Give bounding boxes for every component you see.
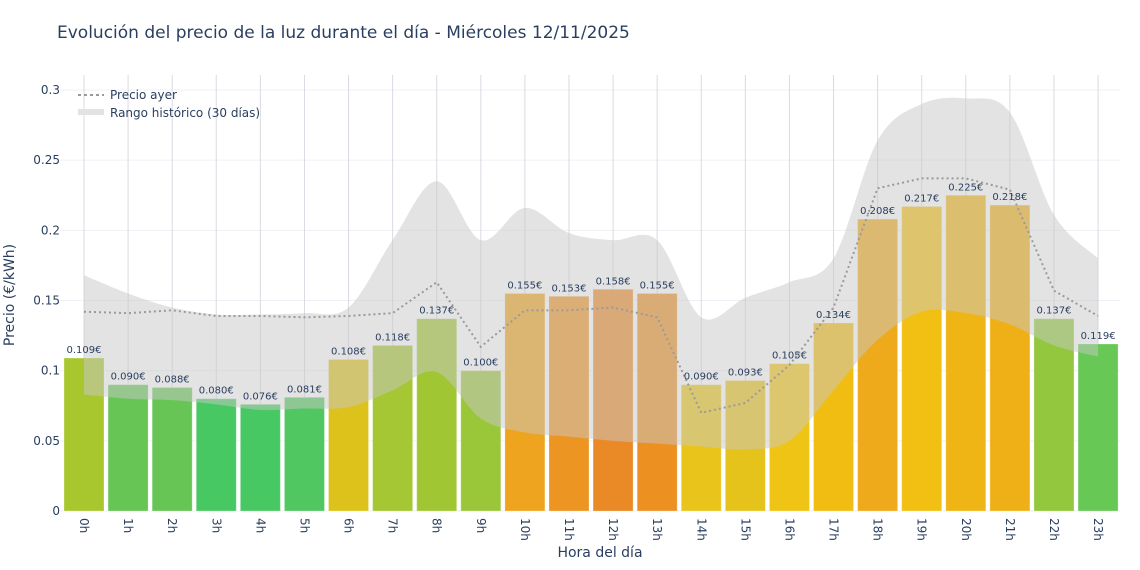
x-tick-label: 3h [209, 518, 223, 533]
bar-value-label: 0.088€ [155, 375, 190, 386]
bar-value-label: 0.225€ [948, 182, 983, 193]
bar-value-label: 0.119€ [1081, 331, 1116, 342]
price-bar [283, 396, 325, 512]
bar-value-label: 0.137€ [419, 306, 454, 317]
bar-value-label: 0.134€ [816, 310, 851, 321]
x-tick-label: 20h [959, 518, 973, 541]
legend-band-swatch [78, 109, 104, 115]
x-tick-label: 1h [121, 518, 135, 533]
x-tick-label: 18h [871, 518, 885, 541]
x-tick-label: 22h [1047, 518, 1061, 541]
y-tick-label: 0.25 [33, 153, 60, 167]
x-tick-label: 19h [915, 518, 929, 541]
y-tick-label: 0.05 [33, 434, 60, 448]
x-tick-label: 10h [518, 518, 532, 541]
price-bar [1077, 343, 1119, 512]
bar-value-label: 0.155€ [507, 280, 542, 291]
x-tick-label: 16h [782, 518, 796, 541]
bar-value-label: 0.081€ [287, 384, 322, 395]
bar-value-label: 0.153€ [551, 283, 586, 294]
bar-value-label: 0.093€ [728, 367, 763, 378]
bar-value-label: 0.158€ [596, 276, 631, 287]
price-bar [1033, 318, 1075, 512]
x-tick-label: 4h [253, 518, 267, 533]
x-axis-title: Hora del día [557, 545, 642, 561]
x-tick-label: 11h [562, 518, 576, 541]
bar-value-label: 0.217€ [904, 193, 939, 204]
chart-title: Evolución del precio de la luz durante e… [57, 23, 630, 43]
y-tick-label: 0.3 [41, 83, 60, 97]
bar-value-label: 0.090€ [111, 372, 146, 383]
x-tick-label: 21h [1003, 518, 1017, 541]
x-tick-label: 14h [694, 518, 708, 541]
bar-value-label: 0.137€ [1036, 306, 1071, 317]
x-tick-label: 23h [1091, 518, 1105, 541]
bar-value-label: 0.155€ [640, 280, 675, 291]
x-tick-label: 15h [738, 518, 752, 541]
x-tick-label: 6h [342, 518, 356, 533]
x-tick-label: 0h [77, 518, 91, 533]
bar-value-label: 0.090€ [684, 372, 719, 383]
legend[interactable]: Precio ayer Rango histórico (30 días) [78, 88, 260, 120]
legend-item-range[interactable]: Rango histórico (30 días) [110, 106, 260, 120]
price-bar [151, 387, 193, 512]
x-tick-label: 17h [827, 518, 841, 541]
bar-value-label: 0.109€ [67, 345, 102, 356]
x-tick-label: 7h [386, 518, 400, 533]
bar-value-label: 0.108€ [331, 346, 366, 357]
x-tick-label: 5h [297, 518, 311, 533]
price-bar [107, 384, 149, 512]
x-tick-label: 8h [430, 518, 444, 533]
legend-item-yesterday[interactable]: Precio ayer [110, 88, 177, 102]
x-tick-label: 2h [165, 518, 179, 533]
y-tick-label: 0.1 [41, 364, 60, 378]
x-tick-label: 13h [650, 518, 664, 541]
y-tick-label: 0.2 [41, 223, 60, 237]
price-bar [239, 403, 281, 512]
bar-value-label: 0.105€ [772, 351, 807, 362]
x-tick-label: 12h [606, 518, 620, 541]
bar-value-label: 0.076€ [243, 391, 278, 402]
price-bar [195, 398, 237, 512]
bar-value-label: 0.080€ [199, 386, 234, 397]
x-tick-label: 9h [474, 518, 488, 533]
y-axis-title: Precio (€/kWh) [2, 244, 18, 346]
y-tick-label: 0.15 [33, 294, 60, 308]
historical-range-band [84, 97, 1099, 450]
bar-value-label: 0.218€ [992, 192, 1027, 203]
bar-value-label: 0.118€ [375, 332, 410, 343]
bar-value-label: 0.208€ [860, 206, 895, 217]
bar-value-label: 0.100€ [463, 358, 498, 369]
y-tick-label: 0 [52, 504, 60, 518]
